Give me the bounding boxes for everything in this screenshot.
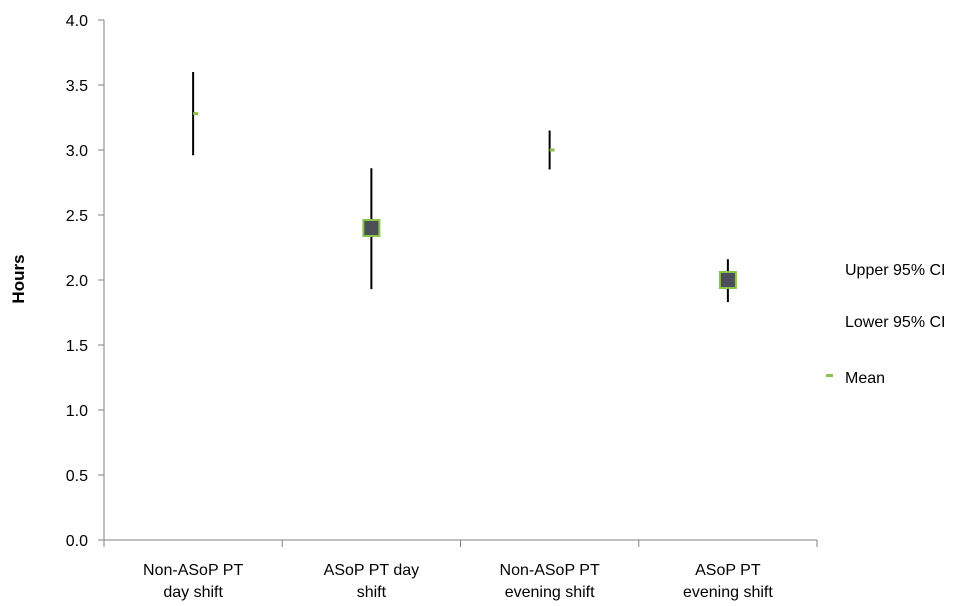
mean-marker [362, 219, 381, 237]
legend: Upper 95% CI Lower 95% CI Mean [826, 262, 946, 387]
x-category-label-line: day shift [163, 584, 223, 601]
x-category-label: ASoP PT evening shift [683, 562, 773, 601]
legend-mean-marker [826, 374, 833, 377]
y-tick-label: 1.5 [66, 338, 88, 355]
y-axis-ticks: 0.0 0.5 1.0 1.5 2.0 2.5 3.0 3.5 4.0 [66, 13, 104, 550]
legend-label-upper-ci: Upper 95% CI [845, 262, 946, 279]
x-category-label-line: shift [357, 584, 387, 601]
x-category-label-line: Non-ASoP PT [143, 562, 243, 579]
x-category-label-line: Non-ASoP PT [500, 562, 600, 579]
x-category-label-line: evening shift [683, 584, 773, 601]
mean-marker [549, 148, 555, 152]
y-tick-label: 0.0 [66, 533, 88, 550]
y-tick-label: 2.0 [66, 273, 88, 290]
y-axis-title: Hours [9, 254, 28, 303]
legend-label-lower-ci: Lower 95% CI [845, 314, 946, 331]
x-category-label: Non-ASoP PT day shift [143, 562, 243, 601]
y-tick-label: 4.0 [66, 13, 88, 30]
x-axis-ticks: Non-ASoP PT day shift ASoP PT day shift Non-… [103, 540, 818, 601]
x-category-label: ASoP PT day shift [324, 562, 419, 601]
mean-marker [193, 112, 199, 116]
plot-marks [192, 72, 737, 303]
mean-marker [718, 271, 737, 289]
x-category-label-line: ASoP PT [695, 562, 761, 579]
y-tick-label: 3.5 [66, 78, 88, 95]
x-category-label-line: evening shift [505, 584, 595, 601]
x-category-label: Non-ASoP PT evening shift [500, 562, 600, 601]
legend-label-mean: Mean [845, 370, 885, 387]
y-tick-label: 0.5 [66, 468, 88, 485]
axes [103, 20, 817, 541]
y-tick-label: 3.0 [66, 143, 88, 160]
y-tick-label: 2.5 [66, 208, 88, 225]
y-tick-label: 1.0 [66, 403, 88, 420]
x-category-label-line: ASoP PT day [324, 562, 419, 579]
